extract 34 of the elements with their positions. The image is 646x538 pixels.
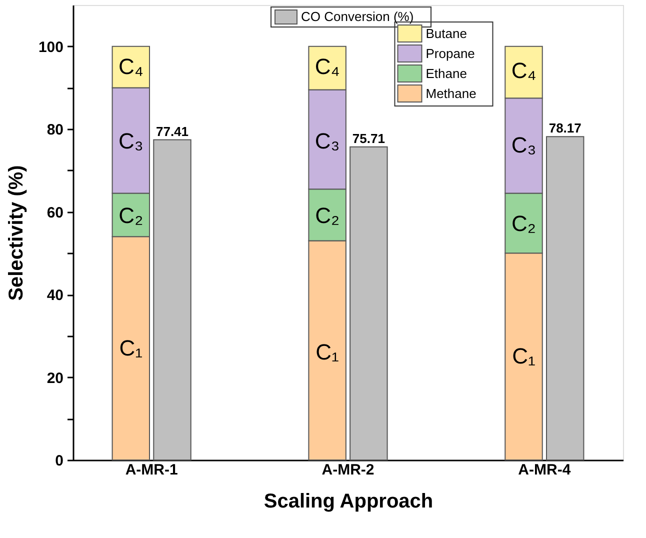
x-tick-label: A-MR-2 — [322, 462, 374, 478]
legend-label: Butane — [426, 26, 467, 41]
y-tick-label: 0 — [55, 452, 64, 470]
data-label: 77.41 — [156, 124, 189, 139]
annotation: C₃ — [511, 132, 536, 158]
legend-label: CO Conversion (%) — [301, 9, 414, 24]
data-label: 78.17 — [548, 120, 582, 136]
annotation: C₁ — [316, 339, 339, 364]
y-tick-label: 100 — [38, 38, 64, 56]
annotation: C₄ — [314, 54, 340, 80]
annotation: C₁ — [512, 344, 536, 369]
y-tick-label: 60 — [46, 204, 64, 222]
annotation: C₂ — [512, 211, 536, 236]
annotation: C₄ — [118, 54, 144, 80]
annotation: C₃ — [118, 128, 144, 154]
bar — [350, 146, 388, 460]
y-tick-label: 80 — [46, 122, 64, 139]
legend-label: Ethane — [426, 66, 467, 81]
legend-label: Methane — [426, 86, 476, 101]
annotation: C₄ — [511, 58, 536, 84]
x-tick-label: A-MR-4 — [518, 462, 572, 478]
y-tick-label: 20 — [46, 370, 64, 387]
legend-label: Propane — [426, 46, 475, 61]
bar — [546, 136, 584, 460]
y-axis-title: Selectivity (%) — [5, 165, 28, 301]
x-tick-label: A-MR-1 — [125, 462, 178, 478]
bar — [153, 139, 192, 460]
x-axis-title: Scaling Approach — [264, 490, 434, 512]
annotation: C₂ — [118, 202, 144, 228]
y-tick-label: 40 — [46, 287, 64, 304]
annotation: C₂ — [315, 202, 340, 228]
data-label: 75.71 — [352, 130, 385, 146]
annotation: C₃ — [314, 128, 340, 154]
annotation: C₁ — [119, 335, 143, 360]
